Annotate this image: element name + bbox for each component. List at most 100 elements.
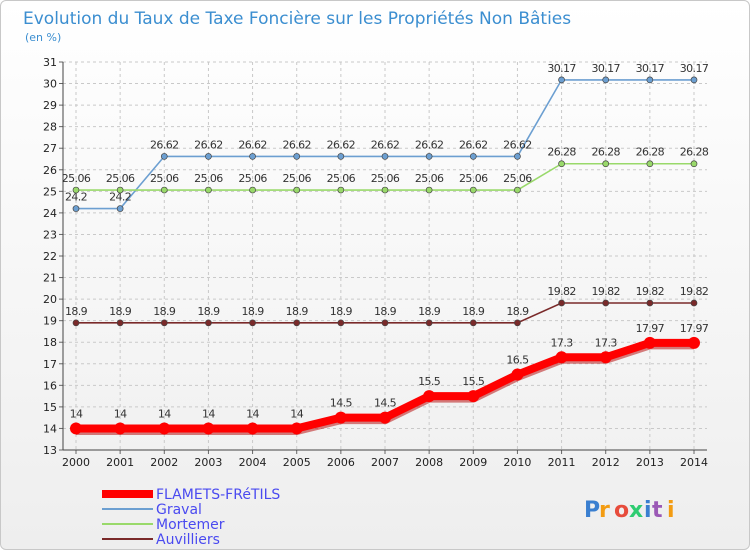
data-label: 14 xyxy=(114,407,127,420)
data-point xyxy=(116,186,124,194)
data-point xyxy=(469,153,477,160)
y-tick-label: 30 xyxy=(43,78,57,91)
y-tick-label: 17 xyxy=(43,358,57,371)
data-label: 18.9 xyxy=(65,305,88,318)
data-label: 26.62 xyxy=(327,138,356,151)
y-tick-label: 25 xyxy=(43,185,57,198)
grid-lines xyxy=(63,61,707,451)
data-point xyxy=(293,186,301,194)
data-label: 25.06 xyxy=(282,172,311,185)
x-tick-label: 2000 xyxy=(62,456,90,469)
y-tick-label: 16 xyxy=(43,379,57,392)
data-label: 30.17 xyxy=(636,62,665,75)
proxiti-logo: Pr o x i t i xyxy=(584,498,675,523)
data-point xyxy=(690,76,698,84)
data-point xyxy=(690,160,698,168)
data-point xyxy=(514,319,521,327)
y-tick-label: 14 xyxy=(43,422,57,435)
data-point xyxy=(202,422,215,435)
data-label: 25.06 xyxy=(150,172,179,185)
data-label: 18.9 xyxy=(153,305,176,318)
data-point xyxy=(425,153,433,160)
data-label: 24.2 xyxy=(109,191,131,204)
data-label: 18.9 xyxy=(506,305,529,318)
chart-unit-label: (en %) xyxy=(25,31,61,44)
data-label: 26.62 xyxy=(282,138,311,151)
data-point xyxy=(379,411,391,424)
data-point xyxy=(514,186,521,194)
y-tick-label: 24 xyxy=(43,207,57,220)
data-point xyxy=(425,319,433,327)
x-tick-label: 2009 xyxy=(459,456,487,469)
data-label: 26.62 xyxy=(194,138,223,151)
data-point xyxy=(602,76,610,84)
data-label: 30.17 xyxy=(547,62,576,75)
data-point xyxy=(469,319,477,327)
data-label: 26.28 xyxy=(680,146,709,159)
data-label: 26.28 xyxy=(591,146,620,159)
data-point xyxy=(602,160,610,168)
data-point xyxy=(116,319,124,327)
x-tick-label: 2006 xyxy=(327,456,355,469)
data-label: 14 xyxy=(290,407,303,420)
data-label: 30.17 xyxy=(591,62,620,75)
y-tick-label: 28 xyxy=(43,121,57,134)
logo-letter: o xyxy=(614,498,629,523)
x-tick-label: 2001 xyxy=(106,456,134,469)
data-point xyxy=(514,153,521,160)
data-point xyxy=(381,319,389,327)
data-point xyxy=(425,186,433,194)
data-point xyxy=(467,390,480,403)
data-label: 15.5 xyxy=(418,375,441,388)
data-label: 14.5 xyxy=(330,397,353,410)
y-tick-label: 20 xyxy=(43,293,57,306)
y-tick-label: 15 xyxy=(43,401,57,414)
data-point xyxy=(72,205,80,212)
data-label: 26.62 xyxy=(503,138,532,151)
logo-letter: t xyxy=(652,498,663,523)
data-label: 25.06 xyxy=(371,172,400,185)
data-label: 26.62 xyxy=(371,138,400,151)
data-point xyxy=(646,76,654,84)
y-tick-label: 31 xyxy=(43,56,57,69)
data-point xyxy=(249,186,256,194)
data-label: 19.82 xyxy=(547,285,576,298)
data-label: 18.9 xyxy=(286,305,309,318)
data-point xyxy=(160,319,168,327)
data-point xyxy=(337,319,345,327)
data-label: 26.62 xyxy=(415,138,444,151)
data-label: 26.28 xyxy=(547,146,576,159)
data-label: 30.17 xyxy=(680,62,709,75)
y-tick-label: 23 xyxy=(43,228,57,241)
data-point xyxy=(337,153,345,160)
data-label: 18.9 xyxy=(197,305,220,318)
data-point xyxy=(249,153,256,160)
data-label: 17.3 xyxy=(595,336,618,349)
y-tick-label: 26 xyxy=(43,164,57,177)
data-point xyxy=(158,422,171,435)
data-point xyxy=(511,368,524,381)
legend-label: FLAMETS-FRéTILS xyxy=(156,487,280,503)
data-label: 24.2 xyxy=(65,191,87,204)
legend-label: Auvilliers xyxy=(156,532,220,548)
data-label: 14 xyxy=(158,407,171,420)
logo-letter: i xyxy=(644,498,652,523)
data-label: 14 xyxy=(246,407,259,420)
y-tick-label: 27 xyxy=(43,142,57,155)
x-tick-label: 2012 xyxy=(592,456,620,469)
x-tick-label: 2004 xyxy=(239,456,267,469)
logo-letter: r xyxy=(599,498,610,523)
data-point xyxy=(599,351,612,364)
data-point xyxy=(205,319,212,327)
data-point xyxy=(160,153,168,160)
data-point xyxy=(293,319,301,327)
data-label: 18.9 xyxy=(418,305,441,318)
data-label: 26.28 xyxy=(636,146,665,159)
data-label: 25.06 xyxy=(327,172,356,185)
y-tick-label: 13 xyxy=(43,444,57,457)
data-point xyxy=(246,422,259,435)
data-label: 18.9 xyxy=(242,305,265,318)
data-label: 14 xyxy=(202,407,215,420)
data-point xyxy=(558,299,565,307)
